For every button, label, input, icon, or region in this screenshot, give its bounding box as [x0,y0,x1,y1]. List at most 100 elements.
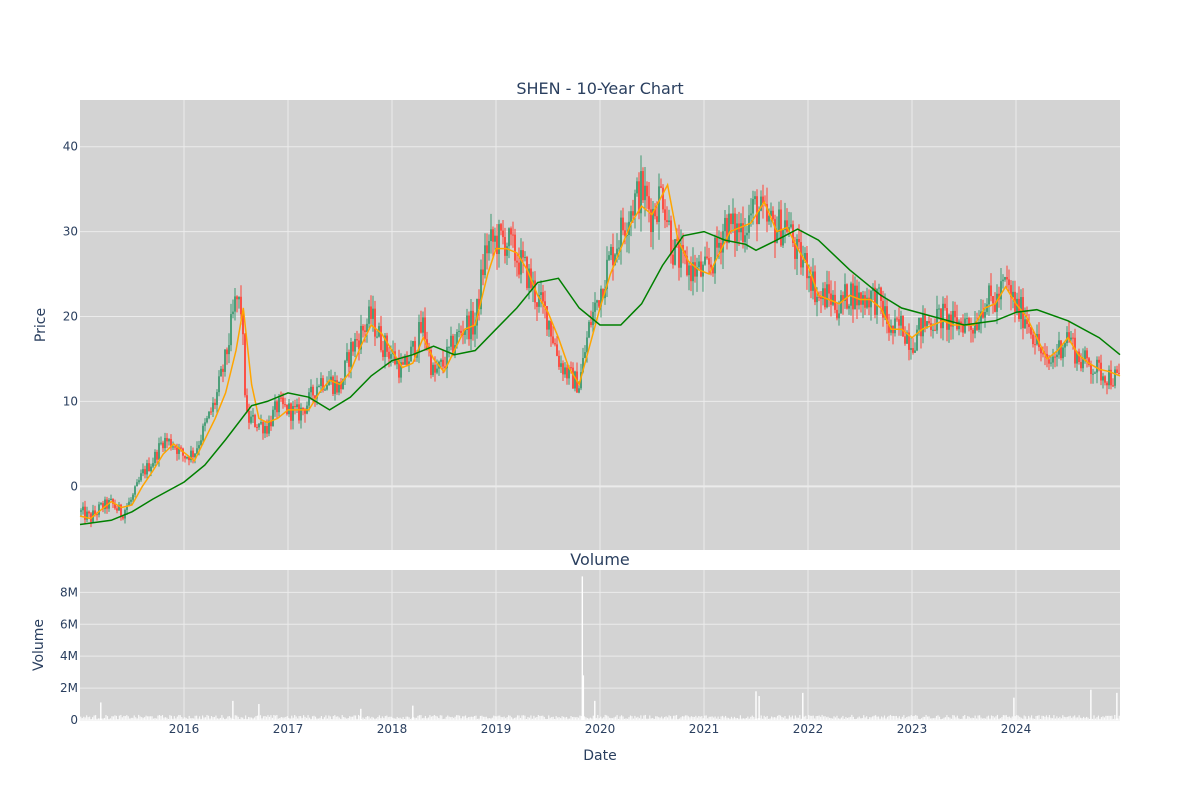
candle-body [968,318,970,326]
volume-bar [995,716,997,720]
volume-bar [496,716,498,720]
volume-bar [776,715,779,720]
volume-bar [369,718,372,720]
volume-bar [686,715,688,720]
volume-bar [1028,715,1030,720]
candle-body [514,234,516,261]
volume-y-tick-label: 6M [60,617,78,631]
candle-body [372,308,374,319]
volume-bar [1007,716,1009,720]
candle-body [144,469,146,475]
candle-body [1030,327,1032,335]
volume-bar [295,716,297,720]
volume-bar [950,718,952,720]
volume-bar [1100,717,1103,720]
volume-bar [794,715,796,720]
candle-body [96,514,98,516]
volume-bar [141,717,143,720]
volume-bar [903,715,905,720]
volume-bar [509,715,511,720]
volume-bar [1005,715,1007,720]
candle-body [746,232,748,236]
volume-bar [372,717,375,720]
volume-bar [1071,717,1073,720]
volume-spike-bar [232,700,234,720]
x-tick-label: 2017 [273,722,304,736]
candle-body [174,446,176,448]
volume-bar [1074,715,1076,720]
candle-body [1084,350,1086,360]
volume-bar [1050,717,1052,720]
volume-bar [363,718,366,720]
volume-bar [644,714,646,720]
volume-bar [264,716,266,720]
candle-body [644,185,646,201]
candle-body [334,380,336,394]
volume-bar [473,715,476,720]
candle-body [988,285,990,305]
volume-bar [658,717,660,720]
candle-body [1006,277,1008,280]
volume-bar [334,715,336,720]
volume-bar [803,716,805,720]
volume-bar [592,715,594,720]
volume-bar [261,718,263,720]
volume-bar [459,715,461,720]
candle-body [374,308,376,337]
volume-bar [1114,714,1116,720]
volume-bar [965,718,967,720]
candle-body [612,246,614,266]
candle-body [930,323,932,331]
candle-body [352,342,354,352]
volume-bar [407,716,409,720]
volume-bar [1096,717,1098,720]
candle-body [664,209,666,221]
volume-bar [536,716,538,720]
volume-bar [551,717,553,720]
volume-bar [515,717,517,720]
volume-bar [640,715,642,720]
candle-body [550,320,552,337]
candle-body [138,480,140,483]
candle-body [712,267,714,274]
volume-bar [81,717,83,720]
volume-bar [346,718,348,720]
volume-bar [1047,717,1049,720]
candle-body [794,242,796,259]
candle-body [784,220,786,230]
candle-body [916,329,918,351]
candle-body [568,367,570,379]
volume-bar [201,715,204,720]
volume-bar [818,715,820,720]
volume-bar [320,716,323,720]
volume-bar [83,716,85,720]
volume-bar [935,715,938,720]
volume-bar [745,717,747,720]
volume-bar [925,714,927,720]
volume-bar [491,717,493,720]
candle-body [304,409,306,414]
candle-body [686,256,688,276]
volume-bar [173,716,175,720]
candle-body [952,310,954,327]
volume-bar [392,717,394,720]
volume-bar [665,716,667,720]
volume-bar [971,717,973,720]
candle-body [1076,351,1078,364]
candle-body [1042,353,1044,355]
volume-bar [713,717,715,720]
volume-bar [1094,718,1097,720]
volume-bar [707,718,709,720]
candle-body [1002,279,1004,282]
volume-bar [929,718,932,720]
candle-body [1060,340,1062,359]
candle-body [836,309,838,319]
volume-bar [834,717,837,720]
volume-bar [937,715,939,720]
volume-bar [825,717,828,720]
volume-spike-bar [1090,689,1092,720]
volume-bar [307,715,309,720]
volume-bar [779,715,782,720]
volume-bar [463,716,465,720]
candle-body [1098,359,1100,363]
